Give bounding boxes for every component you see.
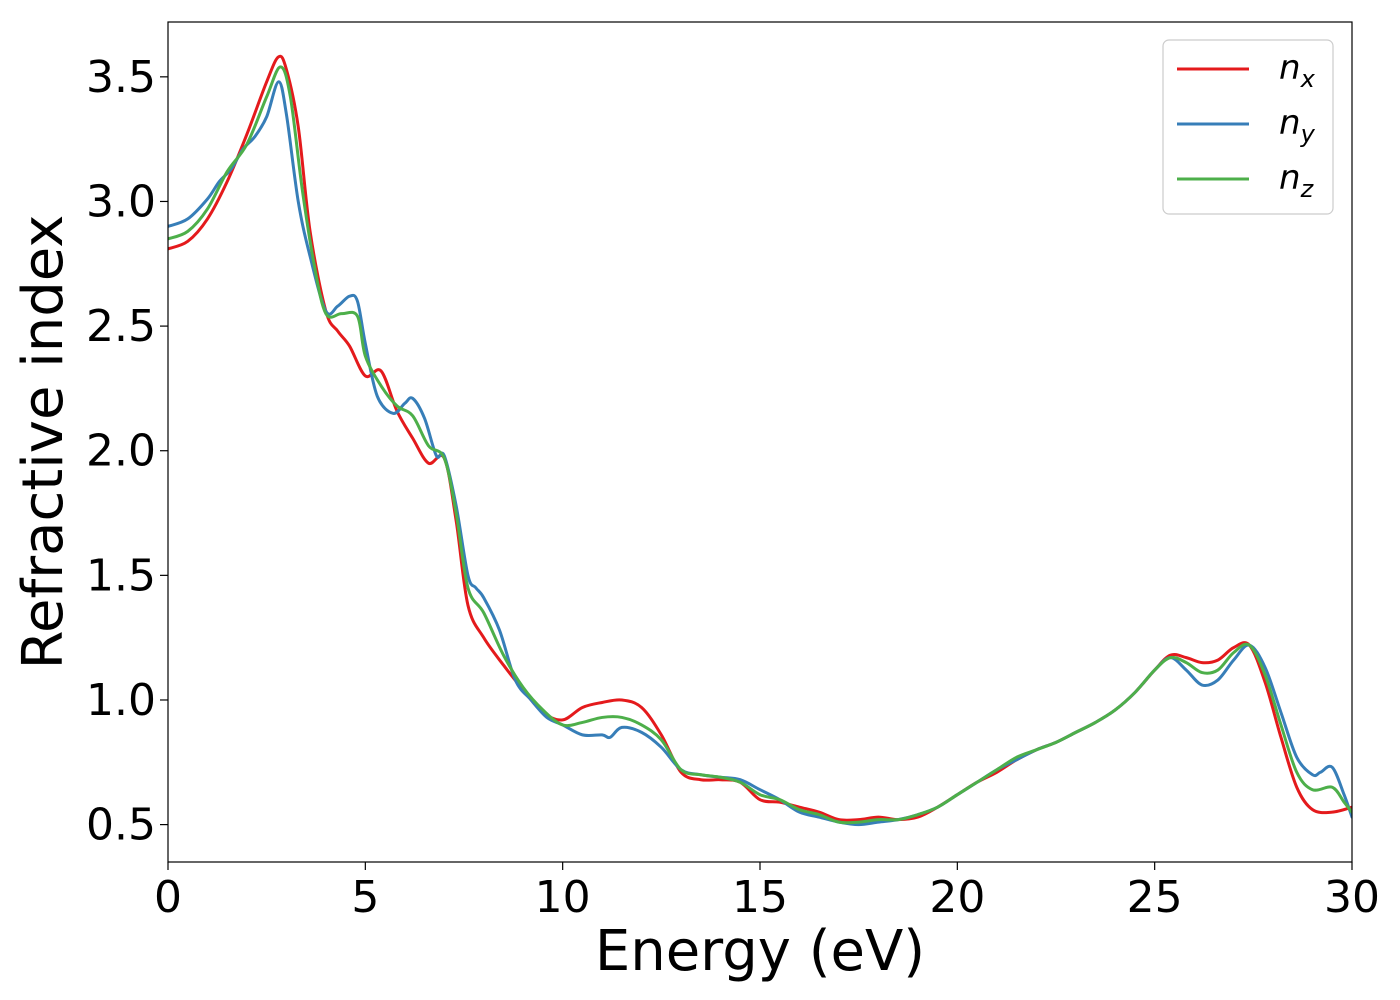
x-tick-label: 25 [1127, 872, 1183, 923]
series-layer [168, 54, 1352, 827]
y-tick-label: 3.5 [86, 52, 156, 103]
x-tick-label: 5 [351, 872, 379, 923]
x-axis-title: Energy (eV) [595, 919, 925, 984]
y-axis-title: Refractive index [11, 215, 76, 670]
y-axis: 0.5 1.0 1.5 2.0 2.5 3.0 3.5 [86, 52, 168, 851]
y-tick-label: 1.5 [86, 550, 156, 601]
x-tick-label: 30 [1324, 872, 1380, 923]
legend-label-subscript: x [1300, 65, 1316, 93]
x-tick-label: 20 [929, 872, 985, 923]
legend-label-main: n [1279, 103, 1301, 143]
y-tick-label: 2.5 [86, 301, 156, 352]
x-tick-label: 10 [535, 872, 591, 923]
y-tick-label: 2.0 [86, 426, 156, 477]
legend-label-n-z: nz [1279, 158, 1315, 203]
legend-label-n-y: ny [1279, 103, 1316, 148]
legend-label-main: n [1279, 158, 1301, 198]
legend-label-main: n [1279, 48, 1301, 88]
y-tick-label: 1.0 [86, 675, 156, 726]
x-axis: 0 5 10 15 20 25 30 [154, 862, 1380, 923]
y-tick-label: 0.5 [86, 800, 156, 851]
x-tick-label: 0 [154, 872, 182, 923]
series-line-n-z [168, 65, 1352, 825]
legend-label-subscript: z [1300, 175, 1315, 203]
legend-label-n-x: nx [1279, 48, 1316, 93]
legend-box [1162, 39, 1334, 215]
x-tick-label: 15 [732, 872, 788, 923]
y-tick-label: 3.0 [86, 176, 156, 227]
legend-label-subscript: y [1300, 120, 1316, 148]
